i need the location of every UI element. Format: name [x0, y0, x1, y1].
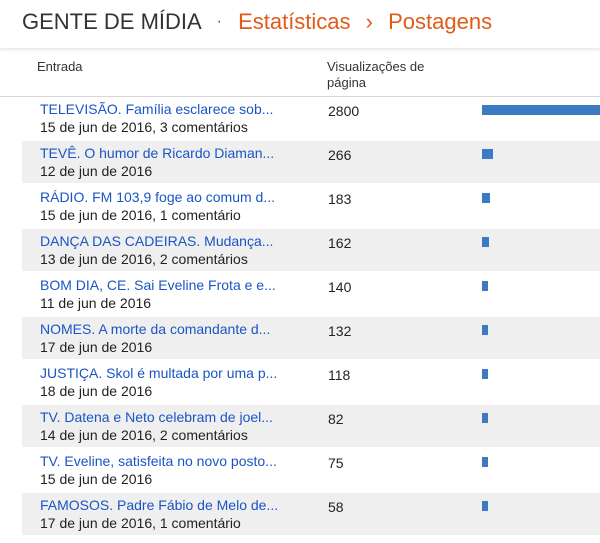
pageview-bar: [482, 413, 488, 423]
pageview-bar: [482, 457, 488, 467]
post-date-comments: 18 de jun de 2016: [40, 383, 153, 399]
post-date-comments: 14 de jun de 2016, 2 comentários: [40, 427, 248, 443]
table-row: RÁDIO. FM 103,9 foge ao comum d... 15 de …: [22, 185, 600, 227]
column-header-entry[interactable]: Entrada: [37, 59, 83, 74]
table-row: FAMOSOS. Padre Fábio de Melo de... 17 de …: [22, 493, 600, 535]
table-header: Entrada Visualizações de página: [0, 48, 600, 97]
table-row: TEVÊ. O humor de Ricardo Diaman... 12 de …: [22, 141, 600, 183]
pageview-count: 140: [328, 279, 352, 295]
pageview-count: 75: [328, 455, 344, 471]
post-title-link[interactable]: JUSTIÇA. Skol é multada por uma p...: [40, 365, 278, 381]
pageview-count: 2800: [328, 103, 360, 119]
pageview-count: 266: [328, 147, 352, 163]
post-title-link[interactable]: FAMOSOS. Padre Fábio de Melo de...: [40, 497, 279, 513]
table-row: TV. Eveline, satisfeita no novo posto...…: [22, 449, 600, 491]
table-row: BOM DIA, CE. Sai Eveline Frota e e... 11 …: [22, 273, 600, 315]
top-bar: GENTE DE MÍDIA · Estatísticas › Postagen…: [0, 0, 600, 48]
pageview-bar: [482, 149, 493, 159]
pageview-bar: [482, 281, 488, 291]
column-header-pageviews[interactable]: Visualizações de página: [327, 59, 425, 90]
post-date-comments: 17 de jun de 2016, 1 comentário: [40, 515, 241, 531]
pageview-bar: [482, 237, 489, 247]
post-date-comments: 13 de jun de 2016, 2 comentários: [40, 251, 248, 267]
pageview-count: 82: [328, 411, 344, 427]
post-date-comments: 12 de jun de 2016: [40, 163, 153, 179]
breadcrumb: GENTE DE MÍDIA · Estatísticas › Postagen…: [22, 8, 492, 39]
post-title-link[interactable]: TELEVISÃO. Família esclarece sob...: [40, 101, 274, 117]
pageview-count: 132: [328, 323, 352, 339]
post-date-comments: 15 de jun de 2016: [40, 471, 153, 487]
post-title-link[interactable]: DANÇA DAS CADEIRAS. Mudança...: [40, 233, 274, 249]
post-title-link[interactable]: NOMES. A morte da comandante d...: [40, 321, 271, 337]
pageview-count: 183: [328, 191, 352, 207]
breadcrumb-separator: ·: [216, 13, 222, 30]
chevron-right-icon: ›: [365, 9, 373, 34]
post-date-comments: 11 de jun de 2016: [40, 295, 152, 311]
pageview-bar: [482, 105, 600, 115]
blog-name: GENTE DE MÍDIA: [22, 9, 201, 34]
pageview-count: 118: [328, 367, 351, 383]
table-row: TV. Datena e Neto celebram de joel... 14 …: [22, 405, 600, 447]
post-title-link[interactable]: TV. Datena e Neto celebram de joel...: [40, 409, 273, 425]
pageview-count: 162: [328, 235, 352, 251]
pageview-bar: [482, 501, 488, 511]
table-row: NOMES. A morte da comandante d... 17 de j…: [22, 317, 600, 359]
post-date-comments: 17 de jun de 2016: [40, 339, 153, 355]
post-title-link[interactable]: TEVÊ. O humor de Ricardo Diaman...: [40, 145, 275, 161]
post-title-link[interactable]: RÁDIO. FM 103,9 foge ao comum d...: [40, 189, 275, 205]
post-date-comments: 15 de jun de 2016, 1 comentário: [40, 207, 241, 223]
post-date-comments: 15 de jun de 2016, 3 comentários: [40, 119, 248, 135]
post-title-link[interactable]: TV. Eveline, satisfeita no novo posto...: [40, 453, 277, 469]
post-title-link[interactable]: BOM DIA, CE. Sai Eveline Frota e e...: [40, 277, 276, 293]
page-title: Postagens: [388, 9, 493, 34]
table-row: TELEVISÃO. Família esclarece sob... 15 de…: [22, 97, 600, 139]
pageview-bar: [482, 369, 488, 379]
table-row: DANÇA DAS CADEIRAS. Mudança... 13 de jun …: [22, 229, 600, 271]
pageview-bar: [482, 193, 490, 203]
pageview-count: 58: [328, 499, 344, 515]
pageview-bar: [482, 325, 488, 335]
breadcrumb-statistics-link[interactable]: Estatísticas: [238, 9, 351, 34]
table-row: JUSTIÇA. Skol é multada por uma p... 18 d…: [22, 361, 600, 403]
